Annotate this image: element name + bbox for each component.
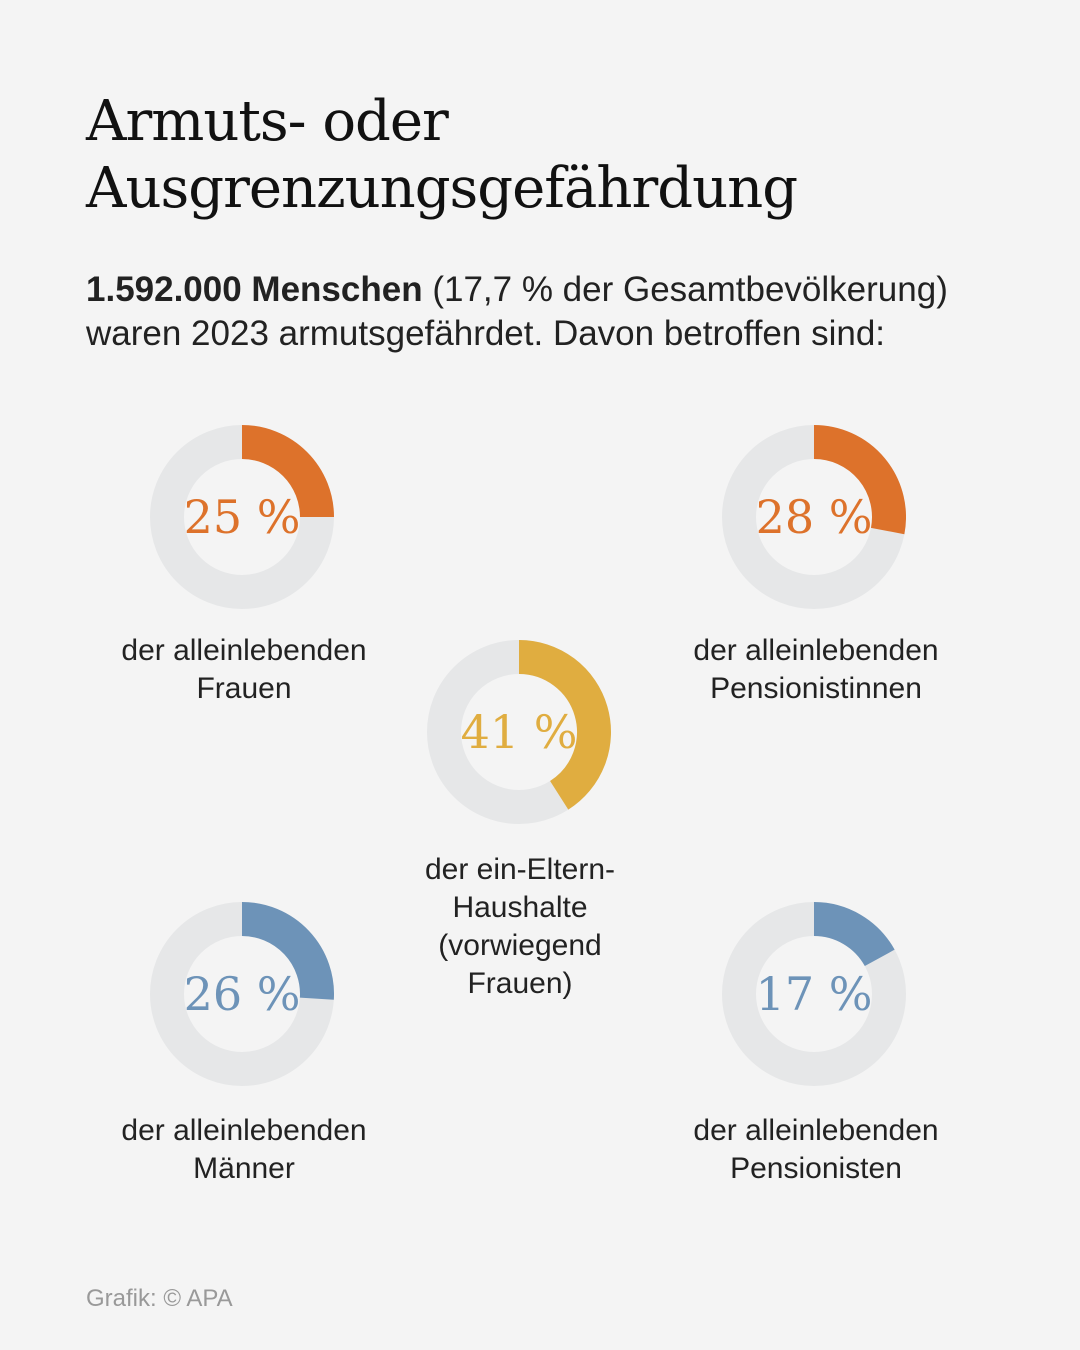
label-line: der alleinlebenden xyxy=(121,634,367,667)
label-line: Frauen) xyxy=(467,967,573,1000)
label-line: Pensionisten xyxy=(730,1152,902,1185)
donut-svg xyxy=(722,902,906,1086)
label-ein-eltern-haushalte: der ein-Eltern- Haushalte (vorwiegend Fr… xyxy=(360,851,680,1003)
donut-svg xyxy=(150,425,334,609)
label-line: (vorwiegend xyxy=(438,929,602,962)
label-line: Frauen xyxy=(196,672,292,705)
title-line-2: Ausgrenzungsgefährdung xyxy=(86,156,798,221)
donut-arc xyxy=(518,640,611,810)
label-line: der ein-Eltern- xyxy=(424,853,616,886)
label-line: Pensionistinnen xyxy=(710,672,922,705)
percent-value: 26 % xyxy=(183,967,301,1021)
intro-line-2: waren 2023 armutsgefährdet. Davon betrof… xyxy=(86,314,886,353)
donut-svg xyxy=(150,902,334,1086)
donut-arc xyxy=(241,902,334,1000)
donut-pensionistinnen: 28 % xyxy=(722,425,906,609)
percent-value: 28 % xyxy=(755,490,873,544)
label-pensionistinnen: der alleinlebenden Pensionistinnen xyxy=(656,632,976,708)
label-line: Haushalte xyxy=(452,891,588,924)
percent-value: 41 % xyxy=(460,705,578,759)
donut-maenner: 26 % xyxy=(150,902,334,1086)
donut-arc xyxy=(241,425,334,518)
label-maenner: der alleinlebenden Männer xyxy=(84,1112,404,1188)
donut-pensionisten: 17 % xyxy=(722,902,906,1086)
donut-ein-eltern-haushalte: 41 % xyxy=(427,640,611,824)
label-line: der alleinlebenden xyxy=(693,1114,939,1147)
intro-rest: (17,7 % der Gesamtbevölkerung) xyxy=(422,270,948,309)
page-title: Armuts- oder Ausgrenzungsgefährdung xyxy=(86,88,986,222)
donut-svg xyxy=(427,640,611,824)
label-line: der alleinlebenden xyxy=(693,634,939,667)
percent-value: 25 % xyxy=(183,490,301,544)
source-credit: Grafik: © APA xyxy=(86,1285,233,1312)
title-line-1: Armuts- oder xyxy=(86,89,449,154)
intro-text: 1.592.000 Menschen (17,7 % der Gesamtbev… xyxy=(86,268,1046,356)
label-frauen: der alleinlebenden Frauen xyxy=(84,632,404,708)
donut-svg xyxy=(722,425,906,609)
label-line: der alleinlebenden xyxy=(121,1114,367,1147)
donut-arc xyxy=(813,902,895,967)
donut-arc xyxy=(813,425,906,535)
label-line: Männer xyxy=(193,1152,295,1185)
percent-value: 17 % xyxy=(755,967,873,1021)
intro-bold: 1.592.000 Menschen xyxy=(86,270,423,309)
donut-frauen: 25 % xyxy=(150,425,334,609)
label-pensionisten: der alleinlebenden Pensionisten xyxy=(656,1112,976,1188)
